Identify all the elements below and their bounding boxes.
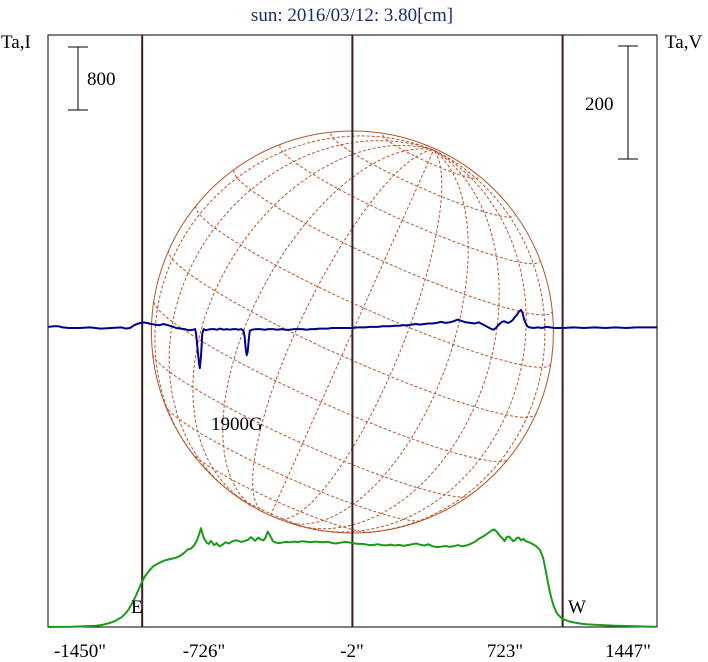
x-tick-label: -726" [183,641,226,662]
field-strength-annotation: 1900G [211,414,263,435]
series-intensity [47,527,657,628]
x-tick-label: -1450" [54,641,106,662]
chart-title: sun: 2016/03/12: 3.80[cm] [251,5,453,26]
solar-disk-grid [150,130,554,534]
right-scale-bar [618,45,638,160]
disk-meridian [168,140,434,491]
vertical-markers [141,35,564,627]
disk-parallel [233,169,553,316]
disk-parallel [231,492,314,530]
disk-meridian [269,149,435,516]
disk-parallel [153,301,508,462]
x-tick-label: -2" [340,641,364,662]
right-scale-bar-label: 200 [585,94,614,115]
series-circular_polarization [47,308,657,370]
disk-meridian [316,149,527,533]
disk-parallel [191,452,370,533]
data-series [47,308,657,628]
x-tick-label: 1447" [605,641,651,662]
disk-meridian [154,135,434,459]
disk-meridian [252,149,434,513]
disk-parallel [195,205,552,368]
x-tick-label: 723" [487,641,523,662]
disk-meridian [298,149,500,530]
disk-parallel [330,133,515,218]
disk-parallel [279,145,541,265]
right-axis-label: Ta,V [665,32,702,53]
left-scale-bar [68,46,88,111]
disk-parallel [168,249,537,418]
disk-parallel [164,405,423,522]
disk-meridian [362,149,546,534]
marker-label-east: E [131,597,143,618]
disk-meridian [192,144,434,502]
left-scale-bar-label: 800 [87,69,116,90]
left-axis-label: Ta,I [1,32,31,53]
disk-parallel [152,354,470,498]
disk-meridian [276,149,443,520]
disk-meridian [286,149,469,525]
disk-meridian [222,148,434,509]
marker-label-west: W [568,597,586,618]
x-tick-labels: -1450" -726" -2" 723" 1447" [54,641,651,662]
